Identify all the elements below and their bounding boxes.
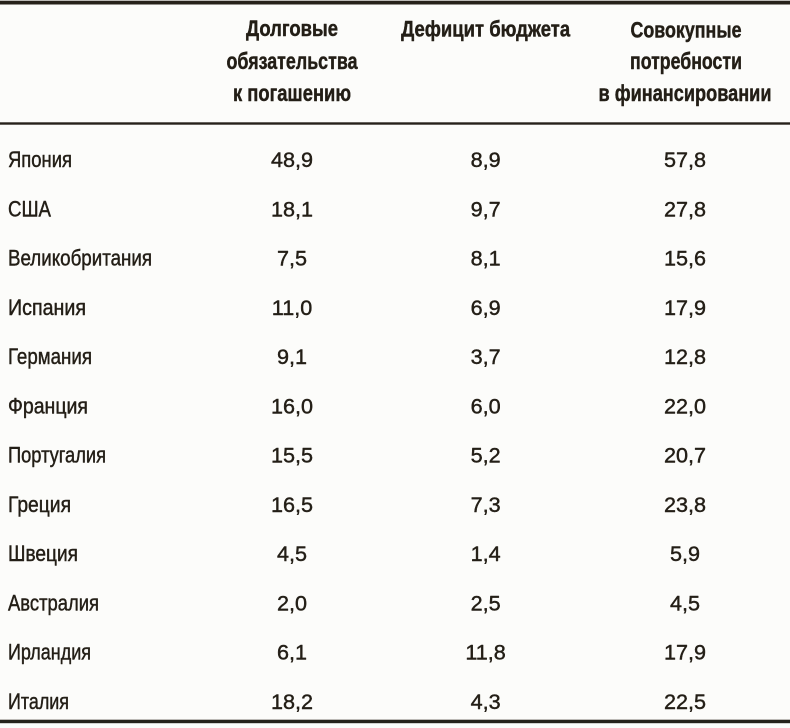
svg-text:8,9: 8,9 — [471, 147, 501, 172]
svg-text:Совокупные: Совокупные — [631, 17, 742, 42]
svg-text:9,7: 9,7 — [471, 196, 501, 221]
svg-text:22,0: 22,0 — [664, 393, 706, 418]
svg-text:20,7: 20,7 — [664, 443, 706, 468]
svg-text:2,5: 2,5 — [471, 590, 501, 615]
svg-text:15,6: 15,6 — [664, 246, 706, 271]
svg-text:обязательства: обязательства — [227, 48, 359, 74]
svg-text:в финансировании: в финансировании — [599, 80, 772, 106]
svg-text:5,9: 5,9 — [670, 541, 700, 566]
svg-text:2,0: 2,0 — [277, 590, 307, 615]
svg-text:12,8: 12,8 — [664, 344, 706, 369]
svg-text:8,1: 8,1 — [471, 246, 501, 271]
svg-text:6,9: 6,9 — [471, 295, 501, 320]
svg-text:Дефицит бюджета: Дефицит бюджета — [401, 17, 571, 42]
svg-text:Австралия: Австралия — [8, 590, 99, 615]
svg-text:США: США — [8, 196, 51, 221]
svg-text:Греция: Греция — [8, 492, 71, 517]
svg-text:Швеция: Швеция — [8, 541, 78, 566]
svg-text:Португалия: Португалия — [8, 443, 106, 468]
svg-text:18,2: 18,2 — [271, 689, 313, 714]
svg-text:23,8: 23,8 — [664, 492, 706, 517]
svg-text:Испания: Испания — [8, 295, 86, 320]
svg-text:к погашению: к погашению — [233, 80, 351, 106]
svg-text:3,7: 3,7 — [471, 344, 501, 369]
svg-text:11,0: 11,0 — [272, 295, 312, 320]
svg-text:Франция: Франция — [8, 393, 88, 418]
svg-text:48,9: 48,9 — [271, 147, 313, 172]
svg-text:4,5: 4,5 — [670, 590, 700, 615]
svg-text:5,2: 5,2 — [471, 443, 501, 468]
svg-text:9,1: 9,1 — [277, 344, 307, 369]
svg-text:7,5: 7,5 — [277, 246, 307, 271]
svg-text:16,5: 16,5 — [271, 492, 313, 517]
svg-text:18,1: 18,1 — [271, 196, 313, 221]
svg-text:4,3: 4,3 — [471, 689, 501, 714]
svg-text:15,5: 15,5 — [271, 443, 313, 468]
svg-text:Япония: Япония — [8, 147, 72, 172]
svg-text:потребности: потребности — [630, 48, 742, 74]
svg-text:11,8: 11,8 — [465, 640, 505, 665]
svg-text:1,4: 1,4 — [471, 541, 501, 566]
svg-text:Италия: Италия — [8, 689, 69, 714]
svg-text:6,0: 6,0 — [471, 393, 501, 418]
svg-text:4,5: 4,5 — [277, 541, 307, 566]
svg-text:Германия: Германия — [8, 344, 92, 369]
svg-text:17,9: 17,9 — [664, 640, 706, 665]
svg-text:Ирландия: Ирландия — [8, 640, 91, 665]
svg-text:17,9: 17,9 — [664, 295, 706, 320]
svg-text:6,1: 6,1 — [277, 640, 307, 665]
svg-text:22,5: 22,5 — [664, 689, 706, 714]
svg-text:7,3: 7,3 — [471, 492, 501, 517]
svg-text:27,8: 27,8 — [664, 196, 706, 221]
svg-text:Великобритания: Великобритания — [8, 246, 152, 271]
svg-text:Долговые: Долговые — [246, 16, 338, 41]
svg-text:16,0: 16,0 — [271, 393, 313, 418]
svg-text:57,8: 57,8 — [664, 147, 706, 172]
